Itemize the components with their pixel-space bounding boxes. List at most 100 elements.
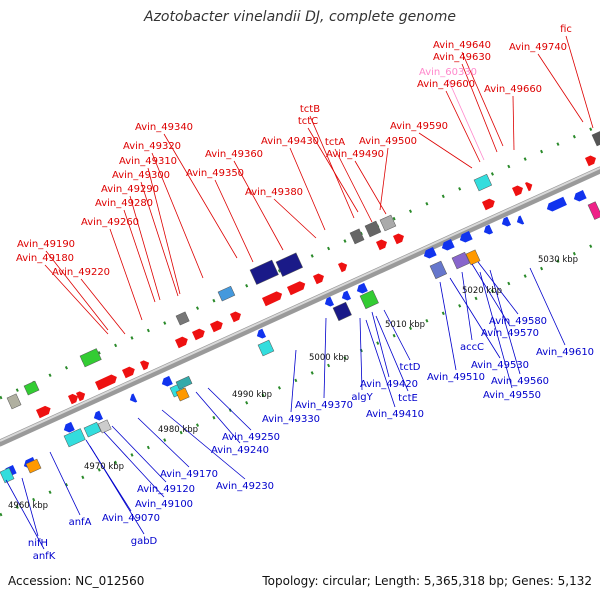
forward-gene-glyph[interactable] — [585, 154, 598, 167]
bottom-gene-label[interactable]: accC — [460, 342, 484, 353]
feature-box[interactable] — [83, 421, 102, 438]
top-gene-label[interactable]: tctB — [300, 104, 320, 115]
feature-box[interactable] — [249, 259, 279, 285]
bottom-gene-label[interactable]: Avin_49580 — [489, 316, 547, 327]
feature-box[interactable] — [451, 251, 471, 270]
forward-gene-glyph[interactable] — [76, 390, 87, 402]
feature-box[interactable] — [175, 311, 190, 326]
bottom-gene-label[interactable]: Avin_49410 — [366, 409, 424, 420]
feature-box[interactable] — [79, 348, 102, 368]
bottom-gene-label[interactable]: Avin_49100 — [135, 499, 193, 510]
reverse-gene-glyph[interactable] — [482, 224, 494, 237]
reverse-gene-glyph[interactable] — [545, 196, 567, 213]
feature-box[interactable] — [63, 428, 86, 448]
top-gene-label[interactable]: Avin_49590 — [390, 121, 448, 132]
feature-box[interactable] — [0, 467, 15, 484]
reverse-gene-glyph[interactable] — [440, 239, 455, 252]
bottom-gene-label[interactable]: Avin_49560 — [491, 376, 549, 387]
bottom-gene-label[interactable]: gabD — [131, 536, 158, 547]
reverse-gene-glyph[interactable] — [92, 410, 104, 423]
feature-box[interactable] — [465, 249, 481, 266]
feature-box[interactable] — [97, 419, 112, 434]
reverse-gene-glyph[interactable] — [62, 421, 75, 434]
top-gene-label[interactable]: Avin_49260 — [81, 217, 139, 228]
feature-box[interactable] — [6, 393, 22, 410]
top-gene-label[interactable]: Avin_49490 — [326, 149, 384, 160]
top-gene-label[interactable]: Avin_49640 — [433, 40, 491, 51]
top-gene-label[interactable]: tctA — [325, 137, 345, 148]
bottom-gene-label[interactable]: Avin_49070 — [102, 513, 160, 524]
bottom-gene-label[interactable]: Avin_49610 — [536, 347, 594, 358]
bottom-gene-label[interactable]: Avin_49570 — [481, 328, 539, 339]
top-gene-label[interactable]: Avin_49350 — [186, 168, 244, 179]
top-gene-label[interactable]: Avin_49360 — [205, 149, 263, 160]
top-gene-label[interactable]: Avin_49430 — [261, 136, 319, 147]
bottom-gene-label[interactable]: Avin_49170 — [160, 469, 218, 480]
feature-box[interactable] — [359, 289, 379, 310]
bottom-gene-label[interactable]: Avin_49250 — [222, 432, 280, 443]
top-gene-label[interactable]: Avin_49740 — [509, 42, 567, 53]
top-gene-label[interactable]: Avin_49500 — [359, 136, 417, 147]
reverse-gene-glyph[interactable] — [458, 231, 473, 244]
forward-gene-glyph[interactable] — [393, 232, 406, 245]
reverse-gene-glyph[interactable] — [515, 215, 525, 227]
bottom-gene-label[interactable]: Avin_49230 — [216, 481, 274, 492]
forward-gene-glyph[interactable] — [175, 335, 190, 349]
feature-box[interactable] — [349, 228, 365, 245]
feature-box[interactable] — [175, 387, 190, 402]
top-gene-label[interactable]: Avin_49600 — [417, 79, 475, 90]
forward-gene-glyph[interactable] — [230, 310, 243, 323]
forward-gene-glyph[interactable] — [140, 359, 151, 371]
feature-box[interactable] — [591, 130, 600, 147]
reverse-gene-glyph[interactable] — [255, 328, 267, 341]
feature-box[interactable] — [275, 252, 303, 277]
feature-box[interactable] — [217, 285, 236, 302]
forward-gene-glyph[interactable] — [210, 319, 225, 333]
bottom-gene-label[interactable]: Avin_49370 — [295, 400, 353, 411]
top-gene-label[interactable]: fic — [560, 24, 572, 35]
feature-box[interactable] — [364, 220, 382, 238]
feature-box[interactable] — [23, 380, 40, 396]
top-gene-label[interactable]: Avin_49190 — [17, 239, 75, 250]
bottom-gene-label[interactable]: tctE — [398, 393, 418, 404]
forward-gene-glyph[interactable] — [338, 261, 349, 273]
top-gene-label[interactable]: Avin_49340 — [135, 122, 193, 133]
bottom-gene-label[interactable]: algY — [351, 392, 373, 403]
top-gene-label[interactable]: Avin_49660 — [484, 84, 542, 95]
top-gene-label[interactable]: Avin_49630 — [433, 52, 491, 63]
feature-box[interactable] — [429, 260, 448, 280]
reverse-gene-glyph[interactable] — [340, 290, 352, 303]
top-gene-label[interactable]: Avin_60330 — [419, 67, 477, 78]
forward-gene-glyph[interactable] — [525, 181, 534, 192]
top-gene-label[interactable]: Avin_49380 — [245, 187, 303, 198]
bottom-gene-label[interactable]: Avin_49240 — [211, 445, 269, 456]
bottom-gene-label[interactable]: Avin_49120 — [137, 484, 195, 495]
bottom-gene-label[interactable]: anfA — [69, 517, 92, 528]
bottom-gene-label[interactable]: Avin_49510 — [427, 372, 485, 383]
reverse-gene-glyph[interactable] — [572, 190, 587, 203]
bottom-gene-label[interactable]: Avin_49550 — [483, 390, 541, 401]
top-gene-label[interactable]: Avin_49310 — [119, 156, 177, 167]
top-gene-label[interactable]: Avin_49300 — [112, 170, 170, 181]
reverse-gene-glyph[interactable] — [323, 296, 335, 309]
bottom-gene-label[interactable]: Avin_49330 — [262, 414, 320, 425]
forward-gene-glyph[interactable] — [287, 280, 307, 296]
feature-box[interactable] — [25, 458, 42, 474]
feature-box[interactable] — [473, 173, 493, 192]
reverse-gene-glyph[interactable] — [500, 216, 512, 229]
reverse-gene-glyph[interactable] — [422, 247, 437, 260]
feature-box[interactable] — [332, 301, 352, 322]
reverse-gene-glyph[interactable] — [160, 375, 173, 388]
bottom-gene-label[interactable]: Avin_49530 — [471, 360, 529, 371]
feature-box[interactable] — [257, 339, 275, 357]
forward-gene-glyph[interactable] — [482, 197, 497, 211]
forward-gene-glyph[interactable] — [512, 184, 525, 197]
forward-gene-glyph[interactable] — [262, 290, 284, 307]
forward-gene-glyph[interactable] — [95, 373, 119, 391]
forward-gene-glyph[interactable] — [36, 404, 52, 419]
top-gene-label[interactable]: Avin_49280 — [95, 198, 153, 209]
forward-gene-glyph[interactable] — [313, 272, 326, 285]
reverse-gene-glyph[interactable] — [128, 393, 138, 405]
top-gene-label[interactable]: Avin_49220 — [52, 267, 110, 278]
